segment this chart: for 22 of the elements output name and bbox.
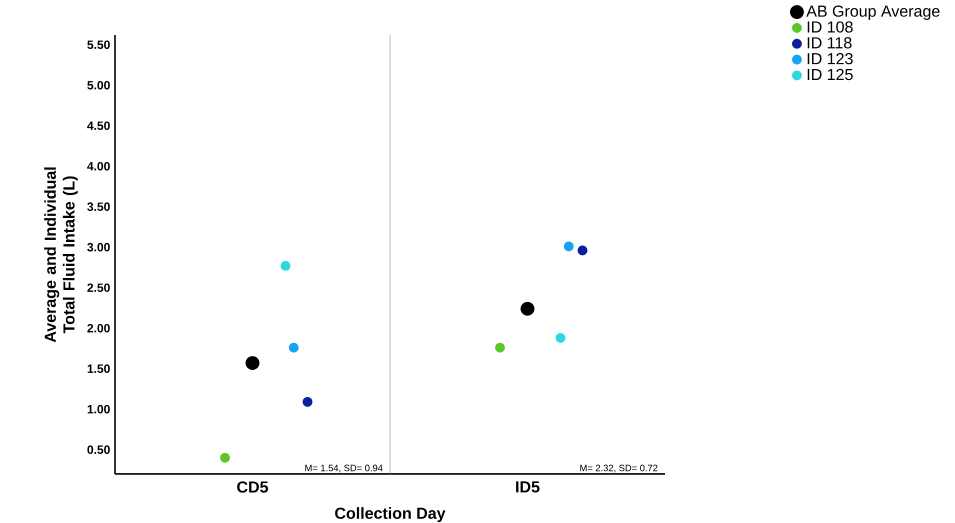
annotation: M= 2.32, SD= 0.72 bbox=[580, 464, 658, 472]
x-tick-label: ID5 bbox=[516, 481, 540, 493]
y-tick-label: 3.00 bbox=[87, 242, 110, 252]
y-tick-label: 5.50 bbox=[87, 40, 110, 49]
legend-label: ID 125 bbox=[808, 68, 853, 80]
y-tick-label: 1.50 bbox=[88, 364, 110, 373]
legend-label: AB Group Average bbox=[806, 5, 940, 20]
y-tick-label: 5.00 bbox=[87, 80, 110, 90]
y-tick-label: 1.00 bbox=[88, 404, 110, 414]
y-tick-label: 3.50 bbox=[87, 202, 110, 211]
legend-label: ID 123 bbox=[808, 52, 853, 64]
y-tick-label: 2.50 bbox=[87, 283, 110, 292]
legend-label: ID 108 bbox=[808, 21, 853, 33]
y-tick-label: 0.50 bbox=[87, 445, 110, 454]
annotation: M= 1.54, SD= 0.94 bbox=[305, 464, 383, 472]
x-axis-title: Collection Day bbox=[335, 507, 446, 522]
y-tick-label: 4.00 bbox=[87, 162, 110, 170]
y-tick-label: 4.50 bbox=[87, 121, 110, 130]
y-tick-label: 2.00 bbox=[87, 324, 110, 332]
y-axis-title: Average and Individual Total Fluid Intake (L) bbox=[44, 167, 78, 342]
legend-label: ID 118 bbox=[808, 37, 852, 48]
x-tick-label: CD5 bbox=[237, 481, 268, 493]
